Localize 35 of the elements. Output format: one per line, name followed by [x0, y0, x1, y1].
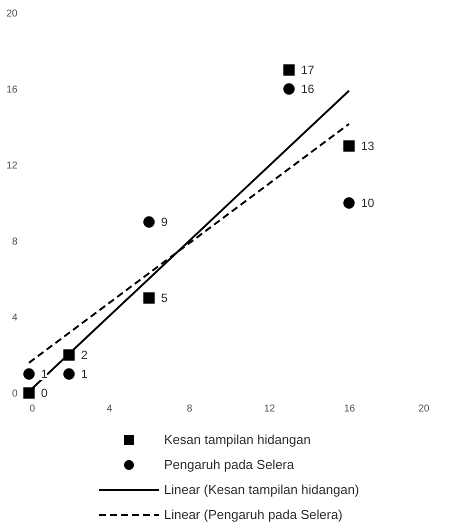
- point: [23, 368, 35, 380]
- point: [63, 368, 75, 380]
- y-tick-label: 0: [12, 388, 18, 400]
- point: [63, 349, 75, 361]
- data-label: 2: [81, 348, 88, 362]
- y-tick-label: 20: [6, 8, 18, 20]
- y-tick-label: 8: [12, 236, 18, 248]
- x-tick-label: 8: [186, 404, 193, 414]
- legend-label: Linear (Kesan tampilan hidangan): [164, 482, 360, 497]
- x-tick-label: 16: [344, 404, 356, 414]
- data-label: 1: [81, 367, 88, 381]
- legend-label: Kesan tampilan hidangan: [164, 432, 311, 447]
- data-label: 5: [161, 291, 168, 305]
- point: [23, 387, 35, 399]
- legend-label: Pengaruh pada Selera: [164, 457, 295, 472]
- legend-label: Linear (Pengaruh pada Selera): [164, 507, 343, 522]
- data-label: 16: [301, 82, 315, 96]
- data-label: 9: [161, 215, 168, 229]
- x-tick-label: 0: [30, 404, 36, 414]
- point: [283, 83, 295, 95]
- point: [143, 216, 155, 228]
- y-tick-label: 16: [6, 84, 18, 96]
- y-tick-label: 12: [6, 160, 18, 172]
- data-label: 0: [41, 386, 48, 400]
- x-tick-label: 4: [106, 404, 113, 414]
- data-label: 17: [301, 63, 315, 77]
- point: [283, 64, 295, 76]
- point: [343, 140, 355, 152]
- x-tick-label: 20: [418, 404, 430, 414]
- point: [343, 197, 355, 209]
- point: [143, 292, 155, 304]
- y-tick-label: 4: [12, 312, 18, 324]
- x-tick-label: 12: [264, 404, 276, 414]
- data-label: 10: [361, 196, 375, 210]
- data-label: 13: [361, 139, 375, 153]
